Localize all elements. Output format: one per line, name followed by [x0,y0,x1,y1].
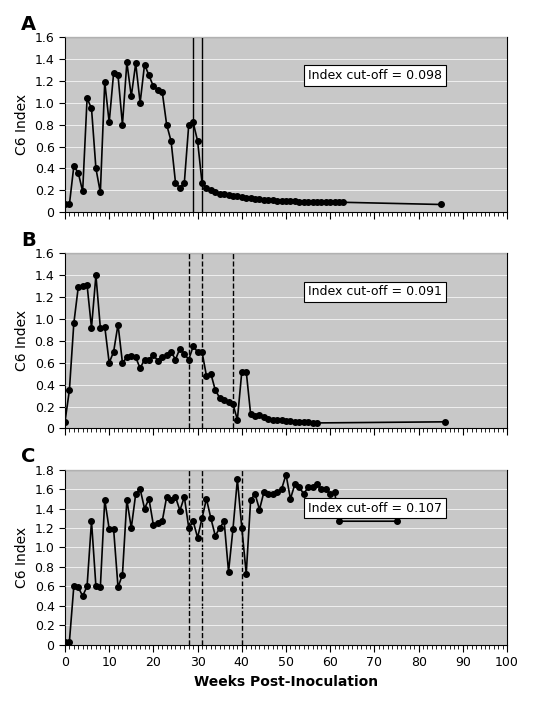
Y-axis label: C6 Index: C6 Index [15,94,29,155]
Y-axis label: C6 Index: C6 Index [15,310,29,372]
Text: Index cut-off = 0.107: Index cut-off = 0.107 [308,502,442,515]
Text: C: C [21,447,35,466]
Text: B: B [21,231,36,250]
Text: Index cut-off = 0.098: Index cut-off = 0.098 [308,69,442,82]
Y-axis label: C6 Index: C6 Index [15,527,29,588]
Text: A: A [21,15,36,34]
Text: Index cut-off = 0.091: Index cut-off = 0.091 [308,285,442,298]
X-axis label: Weeks Post-Inoculation: Weeks Post-Inoculation [194,675,378,689]
